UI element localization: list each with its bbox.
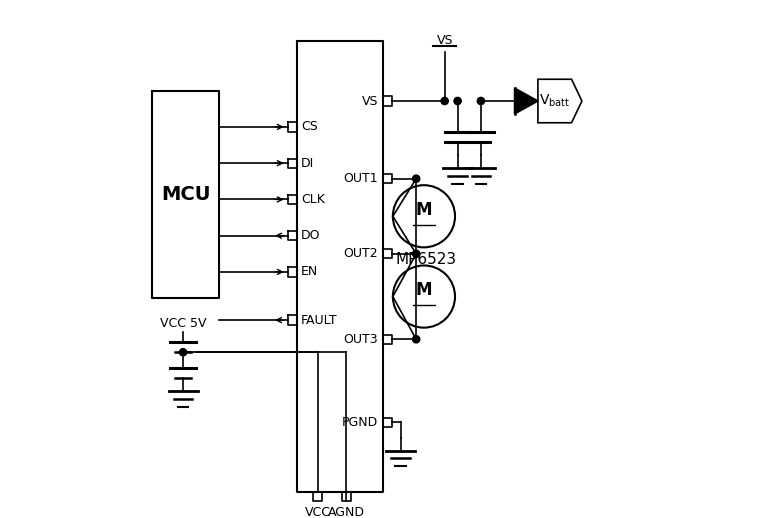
Text: VCC: VCC [304,506,330,518]
Text: CLK: CLK [301,193,325,206]
Text: MCU: MCU [161,185,210,204]
Circle shape [454,97,461,105]
Text: EN: EN [301,265,318,279]
Text: OUT2: OUT2 [343,247,379,261]
Text: DO: DO [301,229,321,242]
Text: PGND: PGND [342,415,379,429]
Text: VS: VS [362,94,379,108]
Text: CS: CS [301,120,318,134]
Circle shape [412,250,420,257]
Circle shape [441,97,448,105]
Circle shape [412,336,420,343]
Circle shape [180,349,187,356]
Text: OUT3: OUT3 [343,333,379,346]
Text: VS: VS [436,34,453,47]
Text: MP6523: MP6523 [396,252,457,266]
Text: VCC 5V: VCC 5V [160,317,207,330]
Text: FAULT: FAULT [301,313,338,327]
Circle shape [412,175,420,182]
Circle shape [477,97,484,105]
Text: DI: DI [301,156,314,170]
Text: V$_{\mathregular{batt}}$: V$_{\mathregular{batt}}$ [539,93,571,109]
Text: M: M [415,281,432,299]
Text: AGND: AGND [327,506,365,518]
Text: OUT1: OUT1 [343,172,379,185]
Text: M: M [415,201,432,219]
Polygon shape [515,88,538,114]
